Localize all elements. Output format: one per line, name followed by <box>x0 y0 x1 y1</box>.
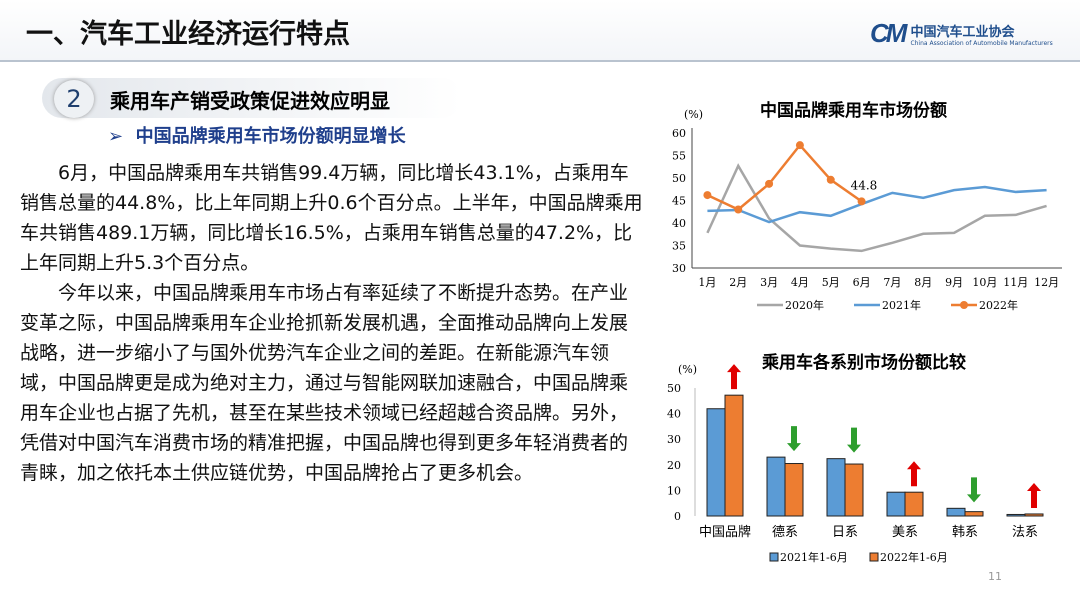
x-tick-label: 美系 <box>892 525 918 540</box>
x-tick-label: 日系 <box>832 525 858 540</box>
y-unit: (%) <box>678 363 697 376</box>
y-tick-label: 45 <box>672 195 686 208</box>
arrow-down-icon <box>967 477 981 503</box>
section-banner <box>42 78 462 118</box>
y-tick-label: 60 <box>672 127 686 140</box>
x-tick-label: 7月 <box>883 276 901 289</box>
x-tick-label: 韩系 <box>952 525 978 540</box>
legend-label: 2021年1-6月 <box>780 550 848 564</box>
legend-label: 2020年 <box>785 298 824 312</box>
arrow-down-icon <box>787 426 801 452</box>
arrow-down-icon <box>847 427 861 453</box>
y-tick-label: 20 <box>667 459 681 472</box>
x-tick-label: 4月 <box>791 276 809 289</box>
x-tick-label: 5月 <box>822 276 840 289</box>
y-tick-label: 0 <box>674 510 681 523</box>
y-unit: (%) <box>684 108 703 121</box>
bar-日系-2021年1-6月 <box>826 458 846 517</box>
y-tick-label: 40 <box>672 217 686 230</box>
series-line-2022年 <box>706 143 863 211</box>
y-tick-label: 40 <box>667 408 681 421</box>
y-tick-label: 50 <box>672 172 686 185</box>
slide-title: 一、汽车工业经济运行特点 <box>26 19 350 50</box>
bar-美系-2022年1-6月 <box>904 491 924 517</box>
bullet-icon: ➢ <box>108 126 124 147</box>
x-tick-label: 8月 <box>914 276 932 289</box>
x-tick-label: 1月 <box>698 276 716 289</box>
data-point <box>765 179 774 188</box>
x-tick-label: 德系 <box>772 525 798 540</box>
legend-label: 2022年1-6月 <box>880 550 948 564</box>
subtitle-text: 中国品牌乘用车市场份额明显增长 <box>135 126 406 147</box>
legend-marker <box>960 301 968 309</box>
data-point <box>795 141 804 150</box>
logo-cn: 中国汽车工业协会 <box>910 24 1015 40</box>
logo-en: China Association of Automobile Manufact… <box>910 39 1053 47</box>
y-tick-label: 55 <box>672 150 686 163</box>
bar-chart: (%) 0 10 20 30 40 50 中国品牌 德系 日系 美系 韩系 法系 2021年1-6月 202… <box>667 363 1044 564</box>
y-tick-label: 10 <box>667 484 681 497</box>
x-tick-label: 11月 <box>1003 276 1028 289</box>
x-tick-label: 2月 <box>729 276 747 289</box>
bar-chart-title: 乘用车各系别市场份额比较 <box>762 353 966 373</box>
arrow-up-icon <box>907 461 921 487</box>
bar-中国品牌-2021年1-6月 <box>706 408 726 517</box>
slide-header: 一、汽车工业经济运行特点 CM 中国汽车工业协会 China Associati… <box>0 0 1080 62</box>
section-title: 乘用车产销受政策促进效应明显 <box>110 89 390 113</box>
y-tick-label: 50 <box>667 382 681 395</box>
bar-德系-2021年1-6月 <box>766 456 786 517</box>
section-number: 2 <box>54 80 94 118</box>
x-tick-label: 3月 <box>760 276 778 289</box>
legend-label: 2021年 <box>882 298 921 312</box>
page-number: 11 <box>988 570 1002 583</box>
bar-德系-2022年1-6月 <box>784 463 804 517</box>
x-tick-label: 6月 <box>853 276 871 289</box>
data-point <box>857 197 866 206</box>
data-point <box>734 205 743 214</box>
arrow-up-icon <box>1027 482 1041 508</box>
bar-法系-2022年1-6月 <box>1024 513 1044 517</box>
line-chart: (%) 30 35 40 45 50 55 60 1月 2月 3月 4月 5月 6月 7月 8月 9月 10月 11… <box>672 108 1062 312</box>
arrow-up-icon <box>727 364 741 390</box>
bar-韩系-2021年1-6月 <box>946 507 966 517</box>
x-tick-label: 9月 <box>945 276 963 289</box>
x-tick-label: 中国品牌 <box>699 524 751 540</box>
bar-美系-2021年1-6月 <box>886 491 906 517</box>
body-text: 6月，中国品牌乘用车共销售99.4万辆，同比增长43.1%，占乘用车销售总量的4… <box>20 158 645 488</box>
line-chart-title: 中国品牌乘用车市场份额 <box>760 101 947 121</box>
series-line-2021年 <box>707 185 1047 224</box>
logo-mark-icon: CM <box>870 18 907 48</box>
data-label: 44.8 <box>851 178 878 192</box>
y-tick-label: 30 <box>667 433 681 446</box>
series-line-2020年 <box>706 163 1047 253</box>
legend-swatch <box>869 552 879 562</box>
y-tick-label: 30 <box>672 262 686 275</box>
x-tick-label: 10月 <box>972 276 997 289</box>
subtitle: ➢ 中国品牌乘用车市场份额明显增长 <box>108 122 406 148</box>
bar-韩系-2022年1-6月 <box>964 511 984 517</box>
legend-swatch <box>769 552 779 562</box>
paragraph: 6月，中国品牌乘用车共销售99.4万辆，同比增长43.1%，占乘用车销售总量的4… <box>20 162 643 274</box>
legend-label: 2022年 <box>979 298 1018 312</box>
bar-法系-2021年1-6月 <box>1006 513 1026 517</box>
paragraph: 今年以来，中国品牌乘用车市场占有率延续了不断提升态势。在产业变革之际，中国品牌乘… <box>20 282 629 484</box>
data-point <box>826 175 835 184</box>
y-tick-label: 35 <box>672 240 686 253</box>
x-tick-label: 12月 <box>1034 276 1059 289</box>
x-tick-label: 法系 <box>1012 525 1038 540</box>
bar-日系-2022年1-6月 <box>844 463 864 517</box>
bar-中国品牌-2022年1-6月 <box>724 394 744 517</box>
logo: CM 中国汽车工业协会 China Association of Automob… <box>870 18 1053 49</box>
data-point <box>703 191 712 200</box>
